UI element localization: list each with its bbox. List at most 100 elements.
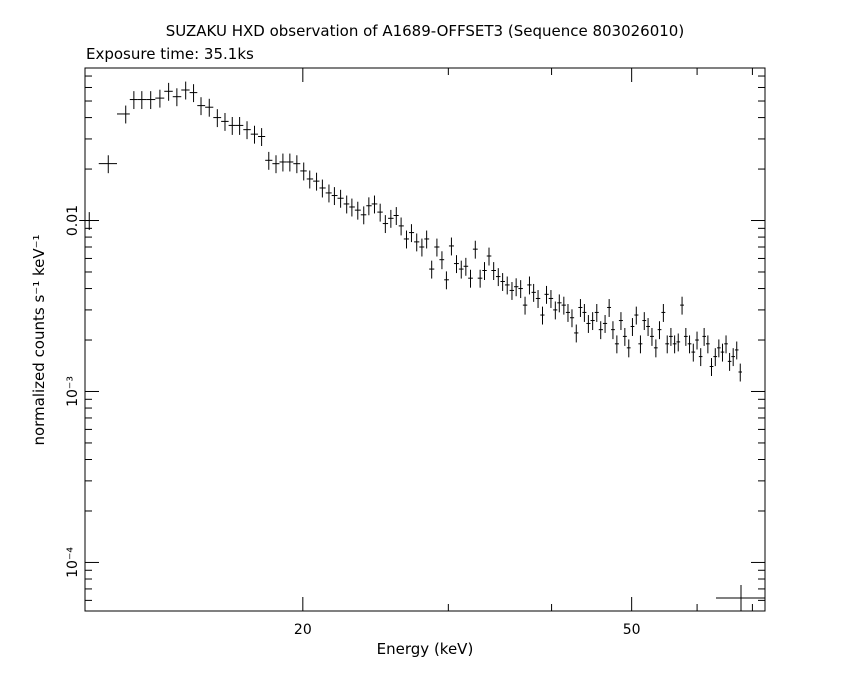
data-point (189, 84, 198, 103)
data-point (669, 327, 673, 346)
data-point (727, 352, 732, 371)
data-point (544, 285, 549, 304)
data-point (495, 268, 501, 287)
data-point (518, 280, 523, 299)
data-point (738, 363, 742, 382)
data-point (213, 109, 222, 128)
data-point (377, 203, 383, 222)
data-point (598, 321, 603, 340)
y-tick-label: 0.01 (65, 205, 81, 236)
data-point (514, 278, 519, 297)
data-point (720, 343, 725, 362)
data-point (557, 294, 562, 313)
data-point (429, 260, 435, 279)
data-point (582, 304, 587, 322)
data-point (388, 209, 394, 228)
data-point (569, 309, 575, 328)
data-point (371, 195, 378, 214)
data-point (343, 195, 350, 214)
data-point (448, 237, 454, 256)
data-point (337, 189, 344, 208)
data-point (129, 91, 138, 110)
data-point (155, 89, 165, 108)
data-point (424, 230, 430, 249)
data-point (366, 197, 372, 216)
data-point (398, 217, 404, 236)
data-point (578, 299, 583, 317)
data-point (146, 91, 156, 110)
data-point (414, 233, 420, 252)
data-point (531, 283, 536, 302)
data-point (724, 335, 728, 354)
chart-subtitle: Exposure time: 35.1ks (86, 45, 254, 63)
x-axis-label: Energy (keV) (376, 640, 474, 658)
data-point (197, 97, 206, 116)
x-tick-label: 20 (294, 622, 312, 638)
data-point (331, 187, 338, 206)
data-point (594, 304, 599, 322)
data-point (683, 327, 688, 346)
data-point (272, 155, 280, 174)
data-point (713, 348, 718, 367)
data-point (444, 271, 449, 290)
data-point (349, 198, 355, 217)
data-point (630, 318, 635, 336)
data-point (626, 339, 631, 358)
data-point (439, 251, 445, 270)
data-point (638, 335, 643, 354)
y-tick-label: 10⁻⁴ (65, 547, 81, 578)
data-point (265, 151, 273, 170)
data-point (286, 153, 294, 172)
data-point (642, 312, 647, 331)
data-point (306, 170, 314, 189)
data-point (522, 296, 528, 315)
data-point (453, 255, 459, 274)
data-point (611, 321, 615, 340)
data-point (325, 184, 332, 203)
data-point (243, 121, 251, 140)
data-point (548, 290, 554, 308)
data-point (79, 212, 99, 231)
chart-title: SUZAKU HXD observation of A1689-OFFSET3 … (165, 22, 685, 40)
data-point (403, 230, 409, 249)
data-point (653, 339, 658, 358)
data-point (458, 260, 464, 279)
data-point (205, 98, 214, 117)
data-point (709, 358, 714, 376)
data-point (527, 276, 532, 295)
data-point (382, 215, 389, 234)
data-point (590, 312, 595, 331)
data-point (695, 331, 699, 350)
data-point (553, 301, 558, 320)
data-point (181, 81, 190, 100)
data-point (235, 116, 244, 135)
data-point (622, 327, 627, 346)
data-point (313, 172, 320, 191)
data-point (691, 343, 696, 362)
data-point (731, 348, 735, 367)
data-point (250, 125, 259, 144)
data-point (646, 318, 651, 336)
data-point (618, 312, 623, 331)
data-point (657, 321, 662, 340)
data-point (565, 304, 570, 322)
data-point (477, 269, 483, 288)
data-point (116, 105, 130, 124)
data-point (680, 296, 684, 315)
data-point (360, 206, 367, 225)
data-point (706, 335, 710, 354)
data-point (500, 273, 505, 291)
data-point (300, 162, 307, 181)
data-point (614, 335, 619, 354)
axis-ticks: 20 50 0.01 10⁻³ 10⁻⁴ (65, 68, 765, 638)
data-point (734, 341, 739, 360)
data-point (602, 315, 608, 333)
data-point (258, 128, 266, 147)
data-point (228, 116, 236, 135)
data-point (698, 348, 703, 367)
data-point (293, 155, 301, 174)
data-point (540, 306, 545, 325)
data-point (463, 257, 469, 276)
